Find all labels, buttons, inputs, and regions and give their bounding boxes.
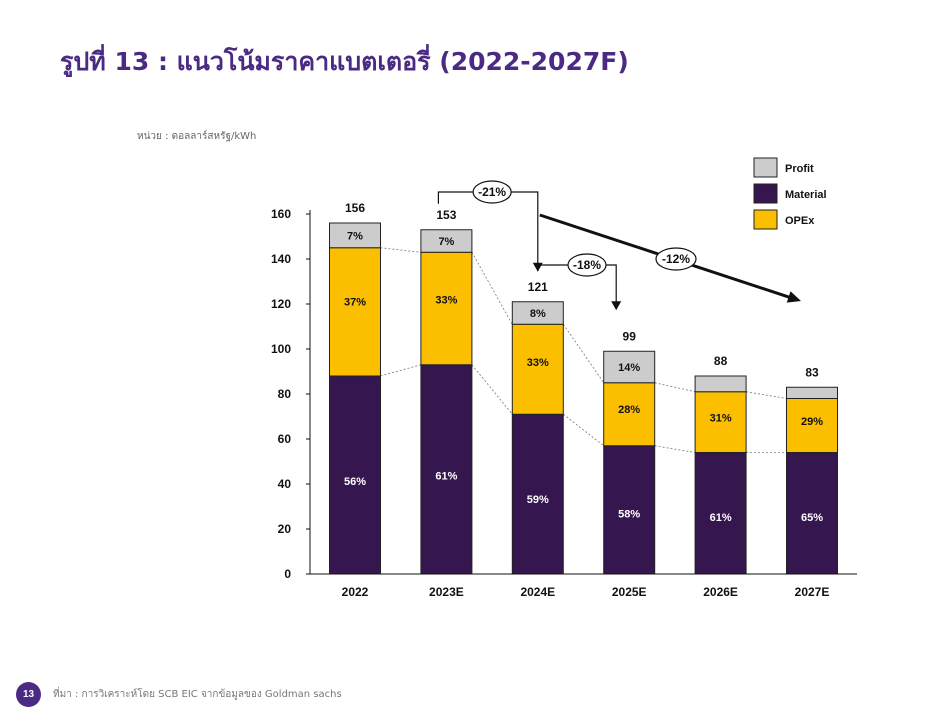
total-label-2027e: 83: [805, 365, 819, 379]
annotation-18-label: -18%: [573, 258, 601, 272]
segment-label-material-2025e: 58%: [618, 509, 640, 521]
segment-label-opex-2022: 37%: [344, 297, 366, 309]
connector-line: [380, 364, 422, 377]
y-tick-label-160: 160: [271, 207, 291, 221]
y-tick-label-20: 20: [278, 522, 292, 536]
segment-label-opex-2027e: 29%: [801, 416, 823, 428]
bar-opex-2022: [329, 247, 381, 377]
segment-label-material-2024e: 59%: [527, 494, 549, 506]
total-label-2022: 156: [345, 201, 365, 215]
bar-opex-2027e: [786, 398, 838, 453]
total-label-2023e: 153: [436, 208, 456, 222]
source-note: ที่มา : การวิเคราะห์โดย SCB EIC จากข้อมู…: [53, 688, 342, 700]
y-tick-label-40: 40: [278, 477, 292, 491]
y-tick-label-80: 80: [278, 387, 292, 401]
bar-profit-2024e: [511, 301, 564, 325]
segment-label-opex-2023e: 33%: [435, 295, 457, 307]
segment-label-profit-2024e: 8%: [530, 308, 546, 320]
x-tick-label-2026e: 2026E: [703, 585, 738, 599]
annotation-18-badge: [567, 253, 607, 277]
y-tick-label-0: 0: [284, 567, 291, 581]
page-title: รูปที่ 13 : แนวโน้มราคาแบตเตอรี่ (2022-2…: [60, 47, 629, 76]
segment-label-material-2022: 56%: [344, 476, 366, 488]
connector-line: [562, 324, 605, 383]
connector-line: [654, 382, 696, 393]
segment-label-opex-2024e: 33%: [527, 357, 549, 369]
x-tick-label-2027e: 2027E: [795, 585, 830, 599]
legend-swatch-material: [753, 183, 778, 204]
bar-opex-2023e: [420, 251, 473, 366]
segment-label-material-2026e: 61%: [710, 512, 732, 524]
segment-label-profit-2025e: 14%: [618, 362, 640, 374]
bar-profit-2022: [329, 222, 381, 249]
segment-label-material-2027e: 65%: [801, 512, 823, 524]
data-labels: 56% 37% 7% 156 61% 33% 7% 153 59% 33% 8% 121 58% 28% 1…: [344, 201, 823, 524]
bar-material-2027e: [786, 452, 838, 575]
segment-label-opex-2026e: 31%: [710, 412, 732, 424]
trend-arrow-head-12: [786, 291, 801, 303]
annotation-21-badge: [472, 180, 512, 204]
connector-line: [746, 391, 787, 399]
segment-label-profit-2022: 7%: [347, 230, 363, 242]
x-tick-label-2023e: 2023E: [429, 585, 464, 599]
legend-label-profit: Profit: [785, 163, 814, 175]
annotation-12-badge: [655, 247, 697, 271]
legend-swatch-opex: [753, 209, 778, 230]
legend-label-material: Material: [785, 189, 827, 201]
bar-profit-2027e: [786, 386, 838, 399]
y-tick-label-60: 60: [278, 432, 292, 446]
bar-opex-2025e: [603, 382, 656, 447]
bar-material-2025e: [603, 445, 656, 575]
legend-label-opex: OPEx: [785, 215, 815, 227]
page-number-badge: 13: [16, 681, 41, 707]
y-tick-label-140: 140: [271, 252, 291, 266]
bar-profit-2023e: [420, 229, 473, 253]
bar-profit-2025e: [603, 350, 656, 384]
annotation-12-label: -12%: [662, 252, 690, 266]
total-label-2025e: 99: [623, 329, 637, 343]
annotations: -21% -18% -12%: [437, 180, 801, 311]
connector-line: [563, 413, 604, 447]
footer: 13 ที่มา : การวิเคราะห์โดย SCB EIC จากข้…: [16, 681, 342, 707]
total-label-2024e: 121: [528, 280, 548, 294]
connector-line: [654, 445, 696, 453]
stacked-bars: [329, 222, 838, 575]
bar-material-2026e: [694, 452, 747, 575]
x-tick-label-2022: 2022: [342, 585, 369, 599]
legend: Profit Material OPEx: [753, 157, 827, 230]
y-tick-label-100: 100: [271, 342, 291, 356]
bar-material-2022: [329, 375, 381, 575]
bar-material-2023e: [420, 364, 473, 575]
total-label-2026e: 88: [714, 354, 728, 368]
legend-swatch-profit: [753, 157, 778, 178]
annotation-21-label: -21%: [478, 185, 506, 199]
connector-lines: [380, 247, 787, 453]
segment-label-material-2023e: 61%: [435, 471, 457, 483]
bar-opex-2024e: [511, 323, 564, 415]
y-tick-label-120: 120: [271, 297, 291, 311]
connector-line: [471, 364, 513, 415]
segment-label-opex-2025e: 28%: [618, 404, 640, 416]
arrow-head-18: [611, 301, 622, 311]
x-tick-label-2024e: 2024E: [520, 585, 555, 599]
connector-line: [380, 247, 421, 253]
segment-label-profit-2023e: 7%: [438, 236, 454, 248]
unit-note: หน่วย : ดอลลาร์สหรัฐ/kWh: [137, 131, 257, 142]
bar-profit-2026e: [694, 375, 747, 393]
axes: 2022 2023E 2024E 2025E 2026E 2027E 0 20 40 60 80 10…: [271, 207, 857, 599]
connector-line: [471, 252, 513, 325]
x-tick-label-2025e: 2025E: [612, 585, 647, 599]
bar-opex-2026e: [694, 391, 747, 453]
